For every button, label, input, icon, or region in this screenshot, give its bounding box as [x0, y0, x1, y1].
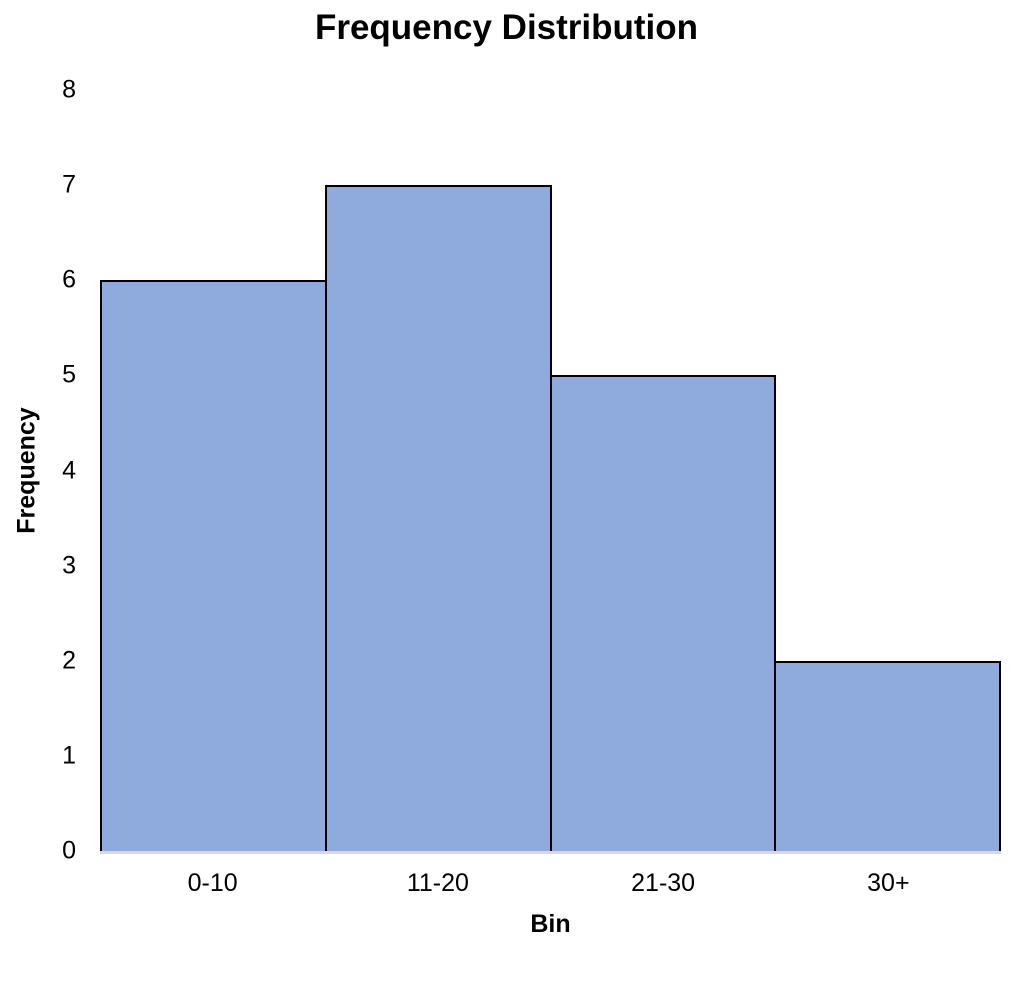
y-tick-label-3: 3: [62, 551, 76, 580]
y-tick-label-2: 2: [62, 646, 76, 675]
y-tick-label-4: 4: [62, 456, 76, 484]
x-tick-label-21-30: 21-30: [631, 869, 696, 897]
bar-30+: [774, 660, 1001, 851]
plot-area: [100, 90, 1001, 854]
x-tick-label-11-20: 11-20: [406, 869, 469, 897]
y-tick-label-7: 7: [62, 170, 76, 199]
x-axis-title: Bin: [530, 910, 571, 938]
bars: [100, 90, 1001, 851]
y-tick-label-1: 1: [62, 741, 76, 770]
y-tick-label-5: 5: [62, 360, 76, 389]
x-tick-label-0-10: 0-10: [187, 869, 238, 897]
y-axis-tick-labels: 0 1 2 3 4 5 6 7 8: [0, 77, 86, 863]
y-tick-label-6: 6: [62, 265, 76, 294]
x-tick-label-30+: 30+: [867, 869, 910, 897]
y-tick-label-0: 0: [62, 836, 76, 865]
y-tick-label-8: 8: [62, 75, 76, 104]
bar-0-10: [100, 280, 327, 851]
bar-11-20: [324, 185, 552, 851]
chart-title: Frequency Distribution: [314, 8, 699, 47]
bar-21-30: [549, 375, 777, 851]
x-axis-tick-labels: 0-10 11-20 21-30 30+: [100, 871, 1001, 896]
